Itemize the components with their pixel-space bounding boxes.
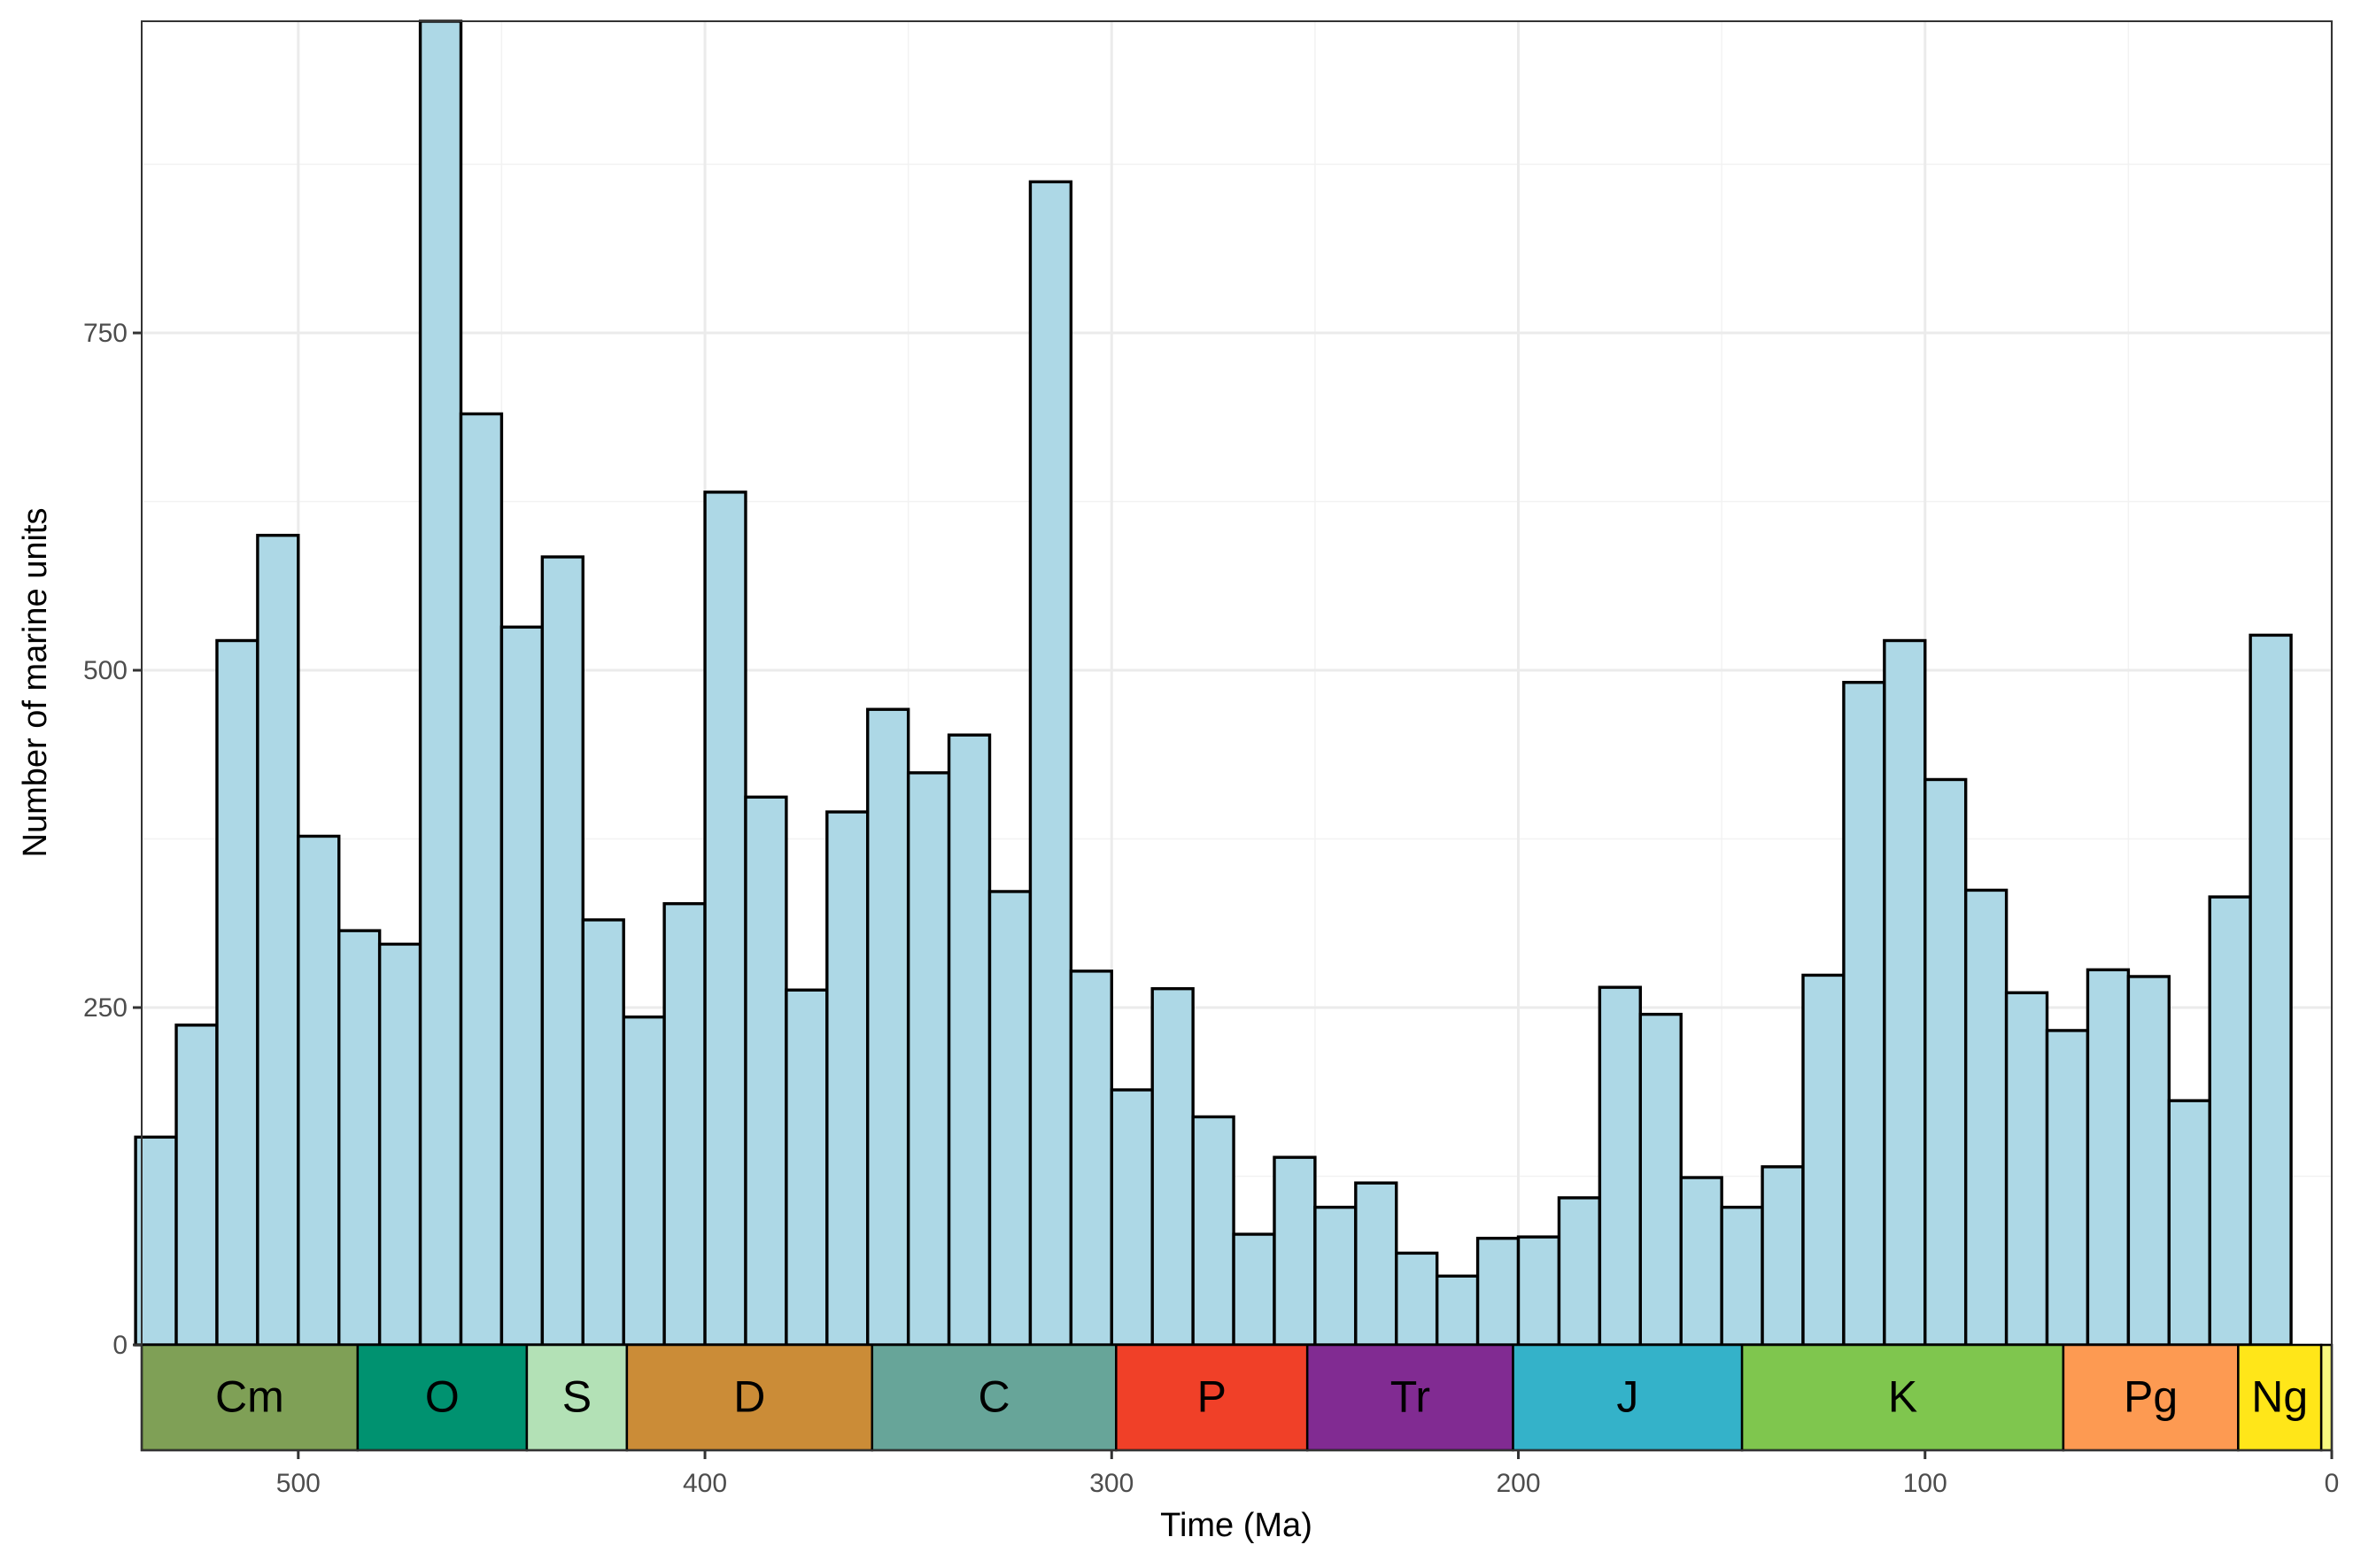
period-label: D [733, 1372, 765, 1422]
y-axis-ticks: 0 250 500 750 [83, 319, 142, 1360]
y-axis-title: Number of marine units [17, 508, 54, 858]
bar [1110, 1088, 1154, 1347]
bar [1761, 1165, 1805, 1347]
bar [1801, 973, 1846, 1347]
bar [744, 795, 788, 1347]
bar [174, 1023, 219, 1347]
bar [1598, 985, 1642, 1347]
bar [2249, 633, 2293, 1347]
bar [1842, 681, 1886, 1347]
period-box [2062, 1343, 2240, 1452]
bar [1150, 986, 1195, 1347]
bar [1516, 1235, 1561, 1347]
period-label: Tr [1390, 1372, 1430, 1422]
bar [540, 555, 584, 1347]
bar [906, 771, 951, 1347]
bar [1557, 1196, 1602, 1347]
period-box [525, 1343, 629, 1452]
x-tick-label: 0 [2325, 1469, 2340, 1498]
bar [418, 19, 463, 1347]
bar [1720, 1205, 1764, 1347]
period-box [2319, 1343, 2334, 1452]
bar [1232, 1232, 1276, 1347]
period-label: Ng [2251, 1372, 2308, 1422]
bar [2045, 1029, 2090, 1347]
bar [2208, 895, 2252, 1347]
bar [987, 890, 1033, 1347]
bar [2004, 991, 2049, 1347]
x-tick-label: 400 [683, 1469, 727, 1498]
y-tick-label: 0 [112, 1331, 128, 1360]
bar [1354, 1181, 1398, 1347]
period-label: K [1888, 1372, 1917, 1422]
period-label: O [425, 1372, 460, 1422]
bar [1923, 777, 1968, 1347]
bar [2126, 975, 2171, 1347]
bar [337, 929, 382, 1347]
bar [1395, 1251, 1439, 1347]
x-tick-label: 200 [1496, 1469, 1540, 1498]
bar [459, 412, 504, 1347]
x-tick-label: 500 [276, 1469, 321, 1498]
bar [1475, 1236, 1521, 1347]
bar [1963, 888, 2009, 1347]
period-timescale: Cm O S D C P Tr J K Pg Ng [140, 1343, 2334, 1452]
bar [215, 638, 259, 1347]
period-box [1740, 1343, 2065, 1452]
period-box [1115, 1343, 1309, 1452]
bar [1191, 1115, 1235, 1347]
period-box [356, 1343, 529, 1452]
y-tick-label: 250 [83, 993, 128, 1023]
bar [1435, 1274, 1480, 1347]
bar [2086, 968, 2131, 1347]
bar [1313, 1205, 1358, 1347]
x-axis-ticks: 500 400 300 200 100 0 [276, 1450, 2340, 1498]
period-label: P [1197, 1372, 1227, 1422]
period-label: Cm [215, 1372, 284, 1422]
period-label: S [562, 1372, 592, 1422]
bar [785, 988, 829, 1347]
period-box [1512, 1343, 1744, 1452]
x-tick-label: 300 [1089, 1469, 1134, 1498]
period-label: C [979, 1372, 1010, 1422]
period-label: Pg [2124, 1372, 2178, 1422]
panel-border [141, 20, 2333, 1451]
bar [1883, 638, 1927, 1347]
bar [297, 834, 341, 1347]
bar [1028, 180, 1073, 1347]
period-box [140, 1343, 360, 1452]
bars [134, 19, 2293, 1347]
y-tick-label: 500 [83, 656, 128, 685]
x-axis-title: Time (Ma) [1160, 1507, 1312, 1544]
bar [947, 733, 992, 1347]
period-label: J [1616, 1372, 1638, 1422]
bar [703, 490, 747, 1347]
bar [2167, 1099, 2211, 1347]
bar [866, 707, 910, 1347]
bar [256, 533, 300, 1347]
bar [377, 942, 422, 1347]
bar [1679, 1176, 1723, 1347]
bar [1069, 969, 1113, 1347]
bar [662, 901, 707, 1347]
bar [499, 625, 545, 1347]
x-tick-label: 100 [1903, 1469, 1947, 1498]
period-box [1305, 1343, 1514, 1452]
bar [825, 810, 870, 1347]
bar [622, 1015, 666, 1347]
y-tick-label: 750 [83, 319, 128, 348]
bar [1273, 1155, 1317, 1347]
bar [1638, 1012, 1683, 1347]
period-box [625, 1343, 874, 1452]
bar [581, 918, 625, 1347]
